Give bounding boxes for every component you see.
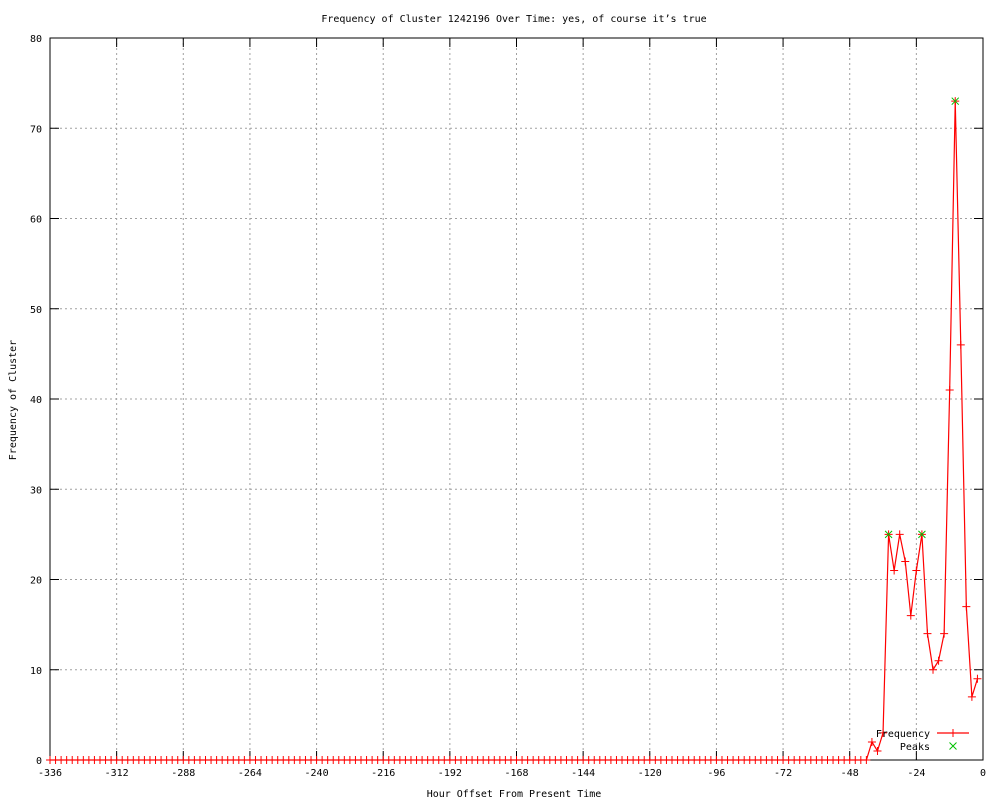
x-tick-label: -24 (907, 768, 925, 779)
frequency-point (934, 656, 943, 665)
legend: Frequency Peaks (876, 729, 969, 753)
peak-point (918, 530, 926, 539)
x-tick-label: -288 (171, 768, 195, 779)
frequency-point (973, 674, 982, 683)
peak-point (951, 97, 960, 106)
peak-point (884, 530, 893, 539)
frequency-point (945, 385, 954, 394)
frequency-point (929, 665, 938, 674)
x-tick-label: -168 (504, 768, 528, 779)
x-tick-label: -120 (638, 768, 662, 779)
x-tick-label: 0 (980, 768, 986, 779)
frequency-point (879, 728, 888, 737)
x-tick-label: -264 (238, 768, 262, 779)
y-tick-label: 30 (30, 485, 42, 496)
frequency-point (962, 602, 971, 611)
x-tick-label: -216 (371, 768, 395, 779)
y-tick-label: 20 (30, 576, 42, 587)
y-tick-label: 10 (30, 666, 42, 677)
y-tick-label: 0 (36, 756, 42, 767)
legend-marker-frequency (949, 729, 957, 737)
frequency-point (873, 746, 882, 755)
x-tick-label: -144 (571, 768, 595, 779)
frequency-point (901, 557, 910, 566)
frequency-point (967, 692, 976, 701)
x-tick-label: -336 (38, 768, 62, 779)
y-tick-label: 60 (30, 215, 42, 226)
legend-label-frequency: Frequency (876, 729, 930, 740)
frequency-point (895, 530, 904, 539)
grid (50, 38, 983, 760)
x-tick-label: -192 (438, 768, 462, 779)
x-tick-label: -240 (305, 768, 329, 779)
legend-marker-peaks (949, 742, 957, 750)
y-axis-label: Frequency of Cluster (8, 340, 19, 460)
legend-label-peaks: Peaks (900, 742, 930, 753)
x-tick-label: -312 (105, 768, 129, 779)
frequency-point (956, 340, 965, 349)
x-axis-label: Hour Offset From Present Time (427, 789, 602, 800)
chart-title: Frequency of Cluster 1242196 Over Time: … (321, 14, 706, 25)
x-tick-label: -96 (707, 768, 725, 779)
y-tick-label: 40 (30, 395, 42, 406)
series (46, 97, 982, 764)
frequency-point (906, 611, 915, 620)
frequency-line (50, 101, 979, 761)
frequency-point (923, 629, 932, 638)
frequency-point (890, 566, 899, 575)
frequency-point (862, 756, 871, 764)
axes: -336 -312 -288 -264 -240 -216 -192 -168 -144 -120… (30, 34, 986, 779)
frequency-point (867, 737, 876, 746)
y-tick-label: 80 (30, 34, 42, 45)
frequency-point (940, 629, 949, 638)
frequency-point (912, 566, 921, 575)
y-tick-label: 70 (30, 124, 42, 135)
x-tick-label: -72 (774, 768, 792, 779)
x-tick-label: -48 (841, 768, 859, 779)
y-tick-label: 50 (30, 305, 42, 316)
